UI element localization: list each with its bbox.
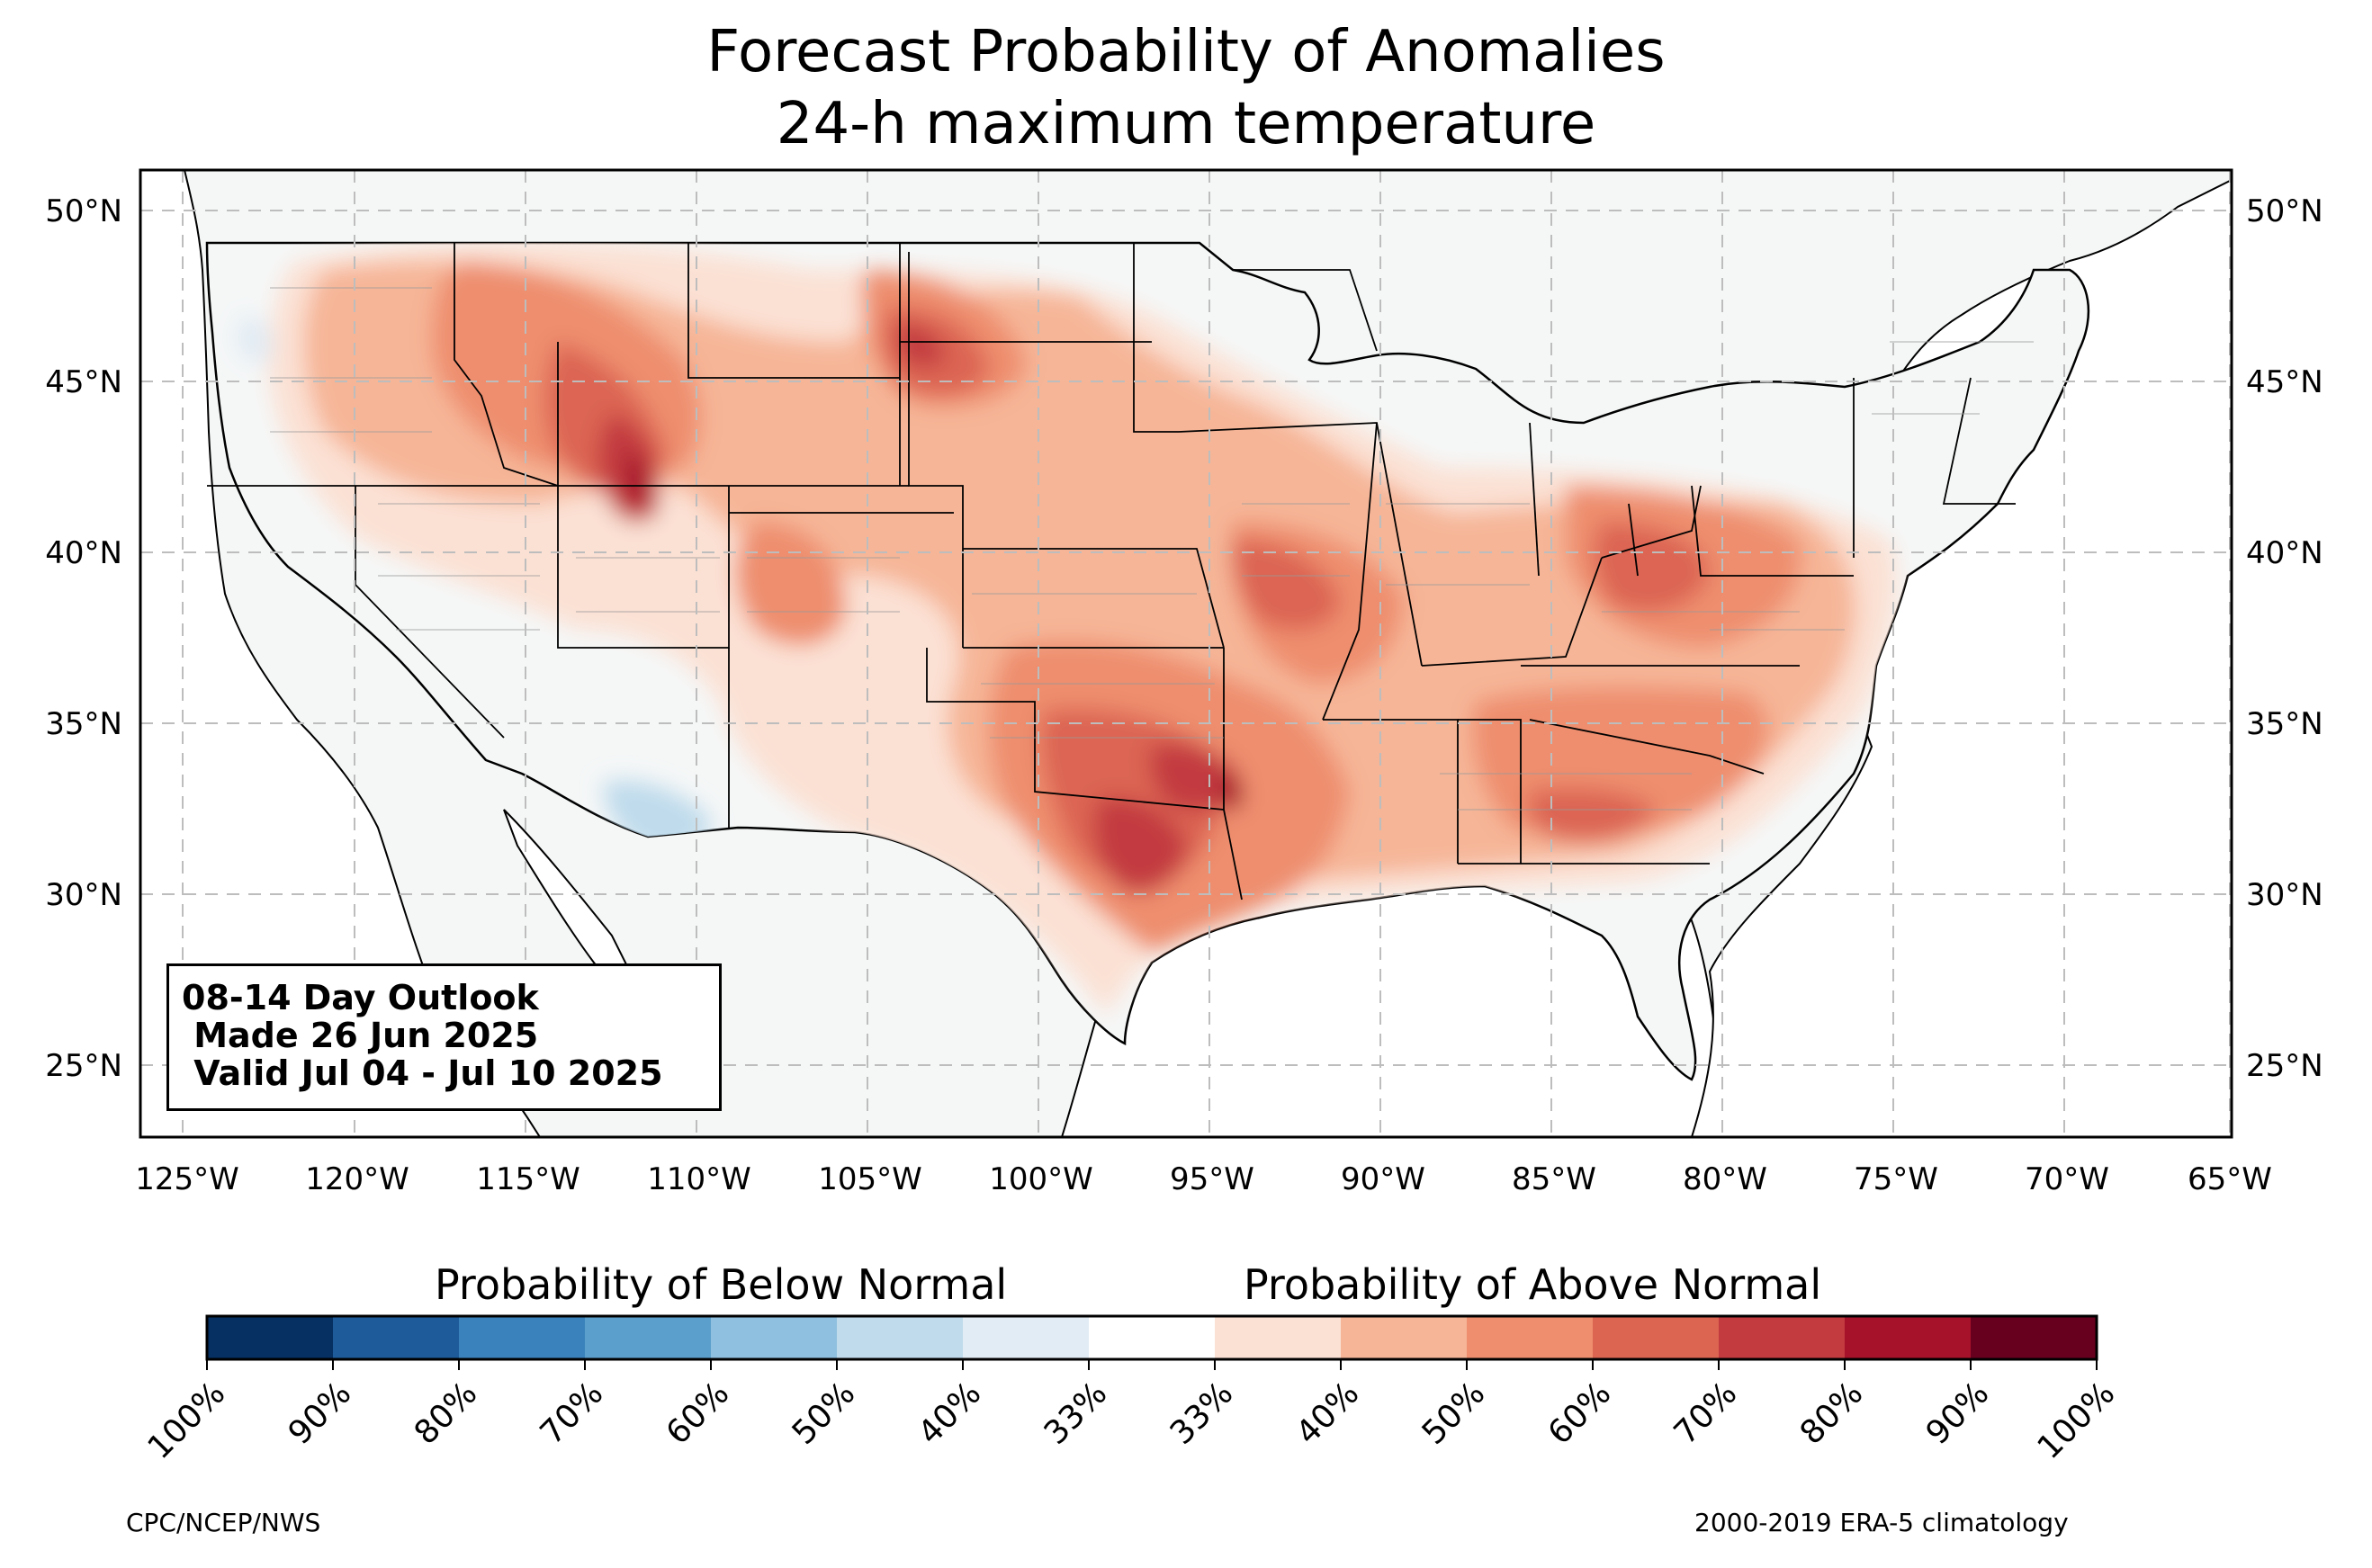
colorbar-swatch	[207, 1316, 334, 1359]
lon-tick-label: 80°W	[1683, 1161, 1767, 1197]
credit-climatology: 2000-2019 ERA-5 climatology	[1694, 1508, 2069, 1537]
colorbar-tick-label: 60%	[1541, 1375, 1619, 1452]
colorbar-tick-label: 33%	[1038, 1375, 1115, 1452]
title-line-2: 24-h maximum temperature	[776, 91, 1596, 157]
colorbar-tick-label: 40%	[1289, 1375, 1367, 1452]
colorbar-swatch	[333, 1316, 460, 1359]
lon-tick-label: 120°W	[305, 1161, 409, 1197]
lon-tick-label: 70°W	[2025, 1161, 2109, 1197]
latitude-axis-left: 50°N 45°N 40°N 35°N 30°N 25°N	[45, 193, 122, 1084]
lon-tick-label: 85°W	[1512, 1161, 1596, 1197]
lat-tick-label: 25°N	[2246, 1048, 2323, 1084]
colorbar-swatch	[963, 1316, 1090, 1359]
lon-tick-label: 105°W	[818, 1161, 922, 1197]
colorbar-swatch	[1971, 1316, 2098, 1359]
colorbar: 100% 90% 80% 70% 60% 50% 40% 33% 33% 40% 50% 60% 70%…	[141, 1314, 2123, 1466]
longitude-axis: 125°W 120°W 115°W 110°W 105°W 100°W 95°W…	[135, 1161, 2272, 1197]
gridlines	[140, 170, 2232, 1137]
colorbar-swatch	[585, 1316, 712, 1359]
map-panel	[140, 170, 2232, 1137]
outlook-valid-range: Valid Jul 04 - Jul 10 2025	[182, 1053, 663, 1093]
lat-tick-label: 30°N	[45, 877, 122, 913]
lon-tick-label: 110°W	[647, 1161, 751, 1197]
colorbar-tick-label: 33%	[1164, 1375, 1241, 1452]
lat-tick-label: 40°N	[45, 535, 122, 571]
lon-tick-label: 75°W	[1854, 1161, 1938, 1197]
colorbar-above-heading: Probability of Above Normal	[1244, 1260, 1822, 1309]
colorbar-swatch	[1593, 1316, 1720, 1359]
map-frame	[139, 168, 2233, 1139]
colorbar-swatch	[1845, 1316, 1972, 1359]
lon-tick-label: 65°W	[2188, 1161, 2272, 1197]
title-line-1: Forecast Probability of Anomalies	[706, 19, 1666, 85]
colorbar-swatch	[1341, 1316, 1468, 1359]
colorbar-tick-label: 90%	[282, 1375, 359, 1452]
colorbar-tick-label: 100%	[2031, 1375, 2123, 1466]
colorbar-tick-label: 70%	[534, 1375, 611, 1452]
above-60-70-region	[544, 306, 1710, 884]
colorbar-swatch	[1215, 1316, 1342, 1359]
below-33-40-region	[236, 315, 274, 363]
lat-tick-label: 35°N	[45, 706, 122, 742]
outlook-made-date: Made 26 Jun 2025	[182, 1016, 539, 1055]
lat-tick-label: 45°N	[2246, 364, 2323, 400]
colorbar-swatch	[837, 1316, 964, 1359]
lon-tick-label: 115°W	[476, 1161, 580, 1197]
lat-tick-label: 35°N	[2246, 706, 2323, 742]
colorbar-tick-label: 60%	[660, 1375, 737, 1452]
colorbar-tick-label: 80%	[408, 1375, 485, 1452]
lat-tick-label: 50°N	[2246, 193, 2323, 229]
lat-tick-label: 40°N	[2246, 535, 2323, 571]
latitude-axis-right: 50°N 45°N 40°N 35°N 30°N 25°N	[2246, 193, 2323, 1084]
colorbar-swatch	[711, 1316, 838, 1359]
colorbar-tick-label: 100%	[141, 1375, 233, 1466]
colorbar-swatch	[1467, 1316, 1594, 1359]
colorbar-tick-label: 40%	[912, 1375, 989, 1452]
colorbar-tick-label: 70%	[1667, 1375, 1745, 1452]
colorbar-below-heading: Probability of Below Normal	[435, 1260, 1008, 1309]
colorbar-frame	[205, 1314, 2098, 1361]
lon-tick-label: 95°W	[1170, 1161, 1254, 1197]
colorbar-swatch	[459, 1316, 586, 1359]
colorbar-tick-label: 50%	[786, 1375, 863, 1452]
credit-agency: CPC/NCEP/NWS	[126, 1508, 321, 1537]
colorbar-swatch	[1089, 1316, 1216, 1359]
state-borders	[207, 243, 2016, 900]
lat-tick-label: 30°N	[2246, 877, 2323, 913]
outlook-title: 08-14 Day Outlook	[182, 978, 539, 1017]
colorbar-tick-label: 90%	[1919, 1375, 1997, 1452]
lat-tick-label: 25°N	[45, 1048, 122, 1084]
above-70-80-region	[597, 324, 1242, 893]
lon-tick-label: 125°W	[135, 1161, 239, 1197]
outlook-info-box: 08-14 Day Outlook Made 26 Jun 2025 Valid…	[166, 963, 722, 1111]
colorbar-tick-label: 50%	[1415, 1375, 1493, 1452]
lat-tick-label: 45°N	[45, 364, 122, 400]
lat-tick-label: 50°N	[45, 193, 122, 229]
colorbar-swatch	[1719, 1316, 1846, 1359]
lon-tick-label: 90°W	[1341, 1161, 1425, 1197]
lon-tick-label: 100°W	[989, 1161, 1093, 1197]
colorbar-tick-label: 80%	[1793, 1375, 1871, 1452]
